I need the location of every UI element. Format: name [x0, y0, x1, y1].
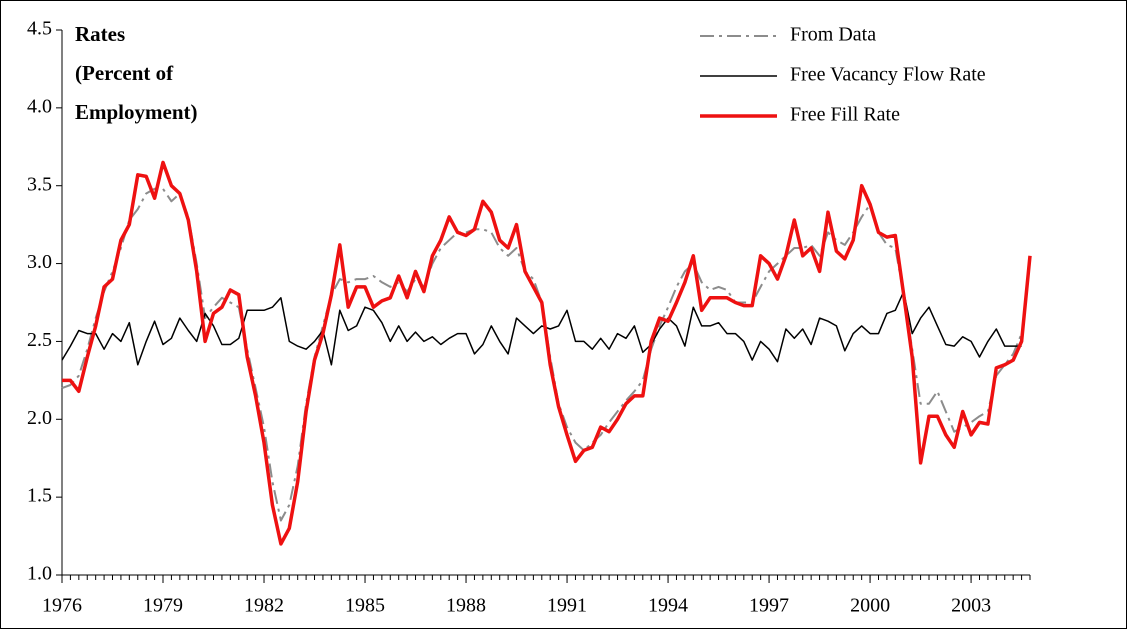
series-line — [61, 290, 1022, 366]
y-tick-label: 1.0 — [27, 563, 52, 585]
y-tick-label: 1.5 — [27, 485, 52, 507]
x-tick-label: 2003 — [951, 595, 991, 617]
x-tick-label: 1988 — [446, 595, 486, 617]
chart-title: Rates — [75, 22, 125, 46]
legend-label: From Data — [790, 24, 876, 46]
x-tick-label: 1979 — [143, 595, 183, 617]
chart-title: Employment) — [75, 100, 198, 124]
y-tick-label: 4.0 — [27, 95, 52, 117]
chart-title: (Percent of — [75, 61, 174, 85]
legend-label: Free Fill Rate — [790, 104, 900, 126]
x-tick-label: 1985 — [345, 595, 385, 617]
y-tick-label: 2.0 — [27, 407, 52, 429]
y-tick-label: 2.5 — [27, 329, 52, 351]
series-line — [62, 160, 1032, 546]
x-tick-label: 1994 — [648, 595, 688, 617]
x-tick-label: 1997 — [749, 595, 789, 617]
x-tick-label: 1991 — [547, 595, 587, 617]
x-tick-label: 1976 — [42, 595, 82, 617]
y-tick-label: 4.5 — [27, 18, 52, 40]
x-tick-label: 1982 — [244, 595, 284, 617]
y-tick-label: 3.0 — [27, 251, 52, 273]
y-tick-label: 3.5 — [27, 173, 52, 195]
legend-label: Free Vacancy Flow Rate — [790, 64, 986, 86]
x-tick-label: 2000 — [850, 595, 890, 617]
